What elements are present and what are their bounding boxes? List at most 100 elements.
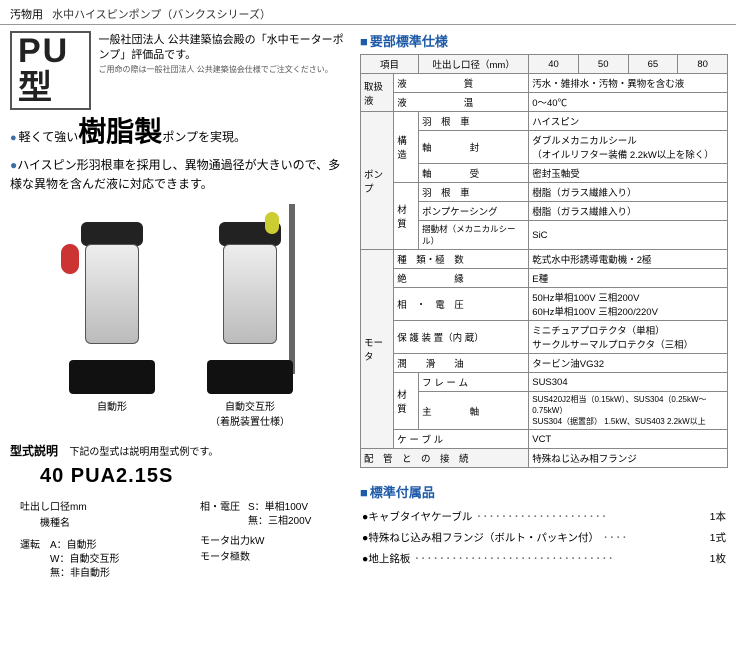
product-line-label: 水中ハイスピンポンプ（バンクスシリーズ） — [52, 9, 271, 21]
spec-mat-imp-v: 樹脂（ガラス繊維入り） — [529, 183, 728, 202]
pump-alternate: 自動交互形 （着脱装置仕様） — [190, 204, 310, 428]
acc-name: キャブタイヤケーブル — [368, 511, 472, 523]
acc-qty: 1式 — [705, 528, 726, 547]
spec-port-50: 50 — [578, 55, 628, 74]
acc-heading: 標準付属品 — [360, 482, 728, 501]
pump-auto-label: 自動形 — [52, 398, 172, 413]
acc-name: 地上銘板 — [368, 553, 410, 565]
spec-prot-v: ミニチュアプロテクタ（単相） サークルサーマルプロテクタ（三相） — [529, 321, 728, 354]
spec-table: 項目 吐出し口径（mm） 40 50 65 80 取扱液 液 質 汚水・雑排水・… — [360, 54, 728, 468]
ml-run: 運転 — [20, 536, 40, 551]
spec-seal-v: ダブルメカニカルシール （オイルリフター装備 2.2kW以上を除く） — [529, 131, 728, 164]
spec-motor-group: モータ — [361, 250, 394, 449]
pump-alt-sublabel: （着脱装置仕様） — [190, 413, 310, 428]
spec-port-65: 65 — [628, 55, 678, 74]
pump-images: 自動形 自動交互形 （着脱装置仕様） — [10, 204, 352, 428]
spec-imp-k: 羽 根 車 — [419, 112, 529, 131]
spec-bear-k: 軸 受 — [419, 164, 529, 183]
feature1-pre: 軽くて強い — [19, 128, 79, 145]
spec-seal-k: 軸 封 — [419, 131, 529, 164]
right-column: 要部標準仕様 項目 吐出し口径（mm） 40 50 65 80 取扱液 液 質 … — [360, 25, 736, 602]
spec-liq-temp-v: 0〜40℃ — [529, 93, 728, 112]
ml-kw: モータ出力kW — [200, 532, 264, 547]
spec-pipe-k: 配 管 と の 接 続 — [361, 449, 529, 468]
ml-poles: モータ極数 — [200, 548, 250, 563]
dots-icon: ･････････････････････ — [472, 511, 607, 523]
ml-run-w: W：自動交互形 — [50, 550, 119, 565]
acc-name: 特殊ねじ込み相フランジ（ボルト・パッキン付） — [368, 532, 599, 544]
spec-liq-quality-v: 汚水・雑排水・汚物・異物を含む液 — [529, 74, 728, 93]
category-label: 汚物用 — [10, 9, 43, 21]
acc-row: ●特殊ねじ込み相フランジ（ボルト・パッキン付） ････ 1式 — [362, 528, 726, 547]
feature2-text: ハイスピン形羽根車を採用し、異物通過径が大きいので、多様な異物を含んだ液に対応で… — [10, 158, 340, 191]
ml-run-a: A：自動形 — [50, 536, 97, 551]
header: 汚物用 水中ハイスピンポンプ（バンクスシリーズ） — [0, 0, 736, 25]
left-column: PU型 一般社団法人 公共建築協会殿の「水中モーターポンプ」評価品です。 ご用命… — [0, 25, 360, 602]
spec-mat: 材質 — [394, 183, 419, 250]
pu-description: 一般社団法人 公共建築協会殿の「水中モーターポンプ」評価品です。 — [99, 31, 352, 64]
spec-pipe-v: 特殊ねじ込み相フランジ — [529, 449, 728, 468]
spec-cable-v: VCT — [529, 430, 728, 449]
spec-struct: 構造 — [394, 112, 419, 183]
acc-row: ●地上銘板 ････････････････････････････････ 1… — [362, 549, 726, 568]
pu-note: ご用命の際は一般社団法人 公共建築協会仕様でご注文ください。 — [99, 64, 352, 75]
spec-col-item: 項目 — [361, 55, 419, 74]
spec-oil-v: タービン油VG32 — [529, 354, 728, 373]
pump-alt-label: 自動交互形 — [190, 398, 310, 413]
spec-bear-v: 密封玉軸受 — [529, 164, 728, 183]
spec-liq-quality-k: 液 質 — [394, 74, 529, 93]
spec-mat-slide-v: SiC — [529, 221, 728, 250]
feature-highspin: ●ハイスピン形羽根車を採用し、異物通過径が大きいので、多様な異物を含んだ液に対応… — [10, 156, 352, 194]
spec-oil-k: 潤 滑 油 — [394, 354, 529, 373]
spec-shaft-k: 主 軸 — [419, 392, 529, 430]
spec-type-v: 乾式水中形誘導電動機・2極 — [529, 250, 728, 269]
spec-mat-case-v: 樹脂（ガラス繊維入り） — [529, 202, 728, 221]
ml-phase-s: S：単相100V — [248, 498, 308, 513]
spec-mmat: 材質 — [394, 373, 419, 430]
dots-icon: ････ — [599, 532, 628, 544]
spec-pump-group: ポンプ — [361, 112, 394, 250]
spec-prot-k: 保 護 装 置（内 蔵） — [394, 321, 529, 354]
dots-icon: ････････････････････････････････ — [410, 553, 614, 565]
spec-shaft-v: SUS420J2相当（0.15kW）、SUS304（0.25kW〜0.75kW）… — [529, 392, 728, 430]
spec-ins-k: 絶 縁 — [394, 269, 529, 288]
spec-mat-imp-k: 羽 根 車 — [419, 183, 529, 202]
feature1-post: ポンプを実現。 — [162, 128, 246, 145]
model-title-text: 型式説明 — [10, 444, 58, 458]
spec-liquid-group: 取扱液 — [361, 74, 394, 112]
spec-frame-v: SUS304 — [529, 373, 728, 392]
model-title-note: 下記の型式は説明用型式例です。 — [69, 447, 218, 458]
model-diagram: 吐出し口径mm 機種名 運転 A：自動形 W：自動交互形 無：非自動形 相・電圧… — [20, 492, 352, 602]
spec-imp-v: ハイスピン — [529, 112, 728, 131]
pump-auto: 自動形 — [52, 204, 172, 428]
spec-port-40: 40 — [529, 55, 579, 74]
bullet-icon: ● — [10, 132, 17, 144]
pu-badge: PU型 — [10, 31, 91, 110]
acc-qty: 1本 — [705, 507, 726, 526]
spec-mat-case-k: ポンプケーシング — [419, 202, 529, 221]
feature1-big: 樹脂製 — [78, 118, 162, 146]
ml-phase-n: 無：三相200V — [248, 512, 311, 527]
spec-port-80: 80 — [678, 55, 728, 74]
ml-phase: 相・電圧 — [200, 498, 240, 513]
spec-heading: 要部標準仕様 — [360, 31, 728, 50]
spec-mat-slide-k: 摺動材（メカニカルシール） — [419, 221, 529, 250]
model-title: 型式説明 下記の型式は説明用型式例です。 — [10, 442, 352, 459]
spec-volt-v: 50Hz単相100V 三相200V 60Hz単相100V 三相200/220V — [529, 288, 728, 321]
ml-name: 機種名 — [40, 514, 70, 529]
ml-run-n: 無：非自動形 — [50, 564, 110, 579]
acc-row: ●キャブタイヤケーブル ･････････････････････ 1本 — [362, 507, 726, 526]
accessories-section: 標準付属品 ●キャブタイヤケーブル ･････････････････････ … — [360, 482, 728, 570]
spec-type-k: 種 類・極 数 — [394, 250, 529, 269]
spec-volt-k: 相 ・ 電 圧 — [394, 288, 529, 321]
ml-port: 吐出し口径mm — [20, 498, 87, 513]
acc-qty: 1枚 — [705, 549, 726, 568]
spec-frame-k: フ レ ー ム — [419, 373, 529, 392]
acc-table: ●キャブタイヤケーブル ･････････････････････ 1本 ●特殊… — [360, 505, 728, 570]
spec-ins-v: E種 — [529, 269, 728, 288]
model-code: 40 PUA2.15S — [40, 465, 352, 488]
spec-col-port: 吐出し口径（mm） — [419, 55, 529, 74]
spec-liq-temp-k: 液 温 — [394, 93, 529, 112]
spec-cable-k: ケ ー ブ ル — [394, 430, 529, 449]
feature-resin: ● 軽くて強い 樹脂製 ポンプを実現。 — [10, 118, 352, 146]
